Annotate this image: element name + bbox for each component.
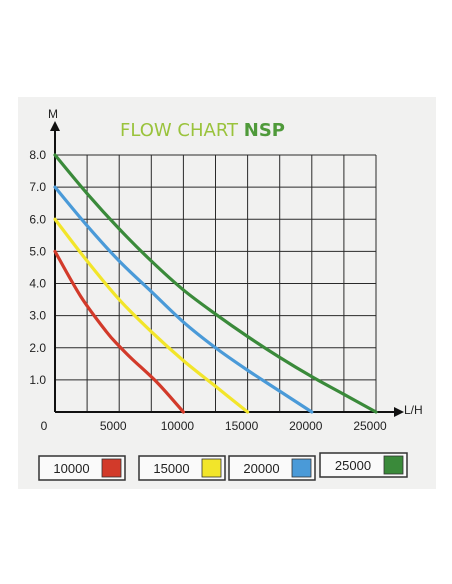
y-tick-label: 2.0 (29, 341, 46, 355)
legend-swatch (291, 458, 312, 478)
x-tick-label: 0 (41, 419, 48, 433)
y-tick-label: 6.0 (29, 212, 46, 226)
legend-label: 20000 (243, 461, 279, 476)
x-tick-label: 25000 (353, 419, 387, 433)
y-tick-label: 7.0 (29, 180, 46, 194)
legend-item-10000: 10000 (38, 455, 126, 481)
chart-series (53, 153, 378, 414)
x-tick-label: 10000 (161, 419, 195, 433)
legend-swatch (383, 455, 404, 475)
legend-item-15000: 15000 (138, 455, 226, 481)
series-line-10000 (53, 249, 185, 414)
series-line-15000 (53, 217, 250, 414)
chart-axes (50, 121, 404, 417)
x-axis-label: L/H (404, 403, 423, 417)
series-line-25000 (53, 153, 378, 414)
legend-label: 15000 (153, 461, 189, 476)
y-axis-arrow-icon (50, 121, 60, 131)
y-tick-label: 8.0 (29, 148, 46, 162)
x-tick-label: 5000 (100, 419, 127, 433)
y-tick-label: 3.0 (29, 309, 46, 323)
chart-title: FLOW CHART NSP (120, 120, 285, 141)
chart-grid (54, 154, 377, 413)
legend-swatch (101, 458, 122, 478)
chart-tick-labels: 1.0 2.0 3.0 4.0 5.0 6.0 7.0 8.0 0 5000 10000 15000 2… (29, 148, 387, 433)
legend-item-25000: 25000 (319, 452, 408, 478)
y-axis-label: M (48, 107, 58, 121)
y-tick-label: 4.0 (29, 277, 46, 291)
legend-label: 25000 (335, 458, 371, 473)
y-tick-label: 1.0 (29, 373, 46, 387)
y-tick-label: 5.0 (29, 244, 46, 258)
legend-swatch (201, 458, 222, 478)
series-line-20000 (53, 185, 314, 414)
x-tick-label: 15000 (225, 419, 259, 433)
legend-item-20000: 20000 (228, 455, 316, 481)
x-axis-arrow-icon (394, 407, 404, 417)
x-tick-label: 20000 (289, 419, 323, 433)
chart-legend: 10000 15000 20000 25000 (38, 452, 408, 481)
legend-label: 10000 (53, 461, 89, 476)
chart-photo-background (18, 97, 436, 489)
